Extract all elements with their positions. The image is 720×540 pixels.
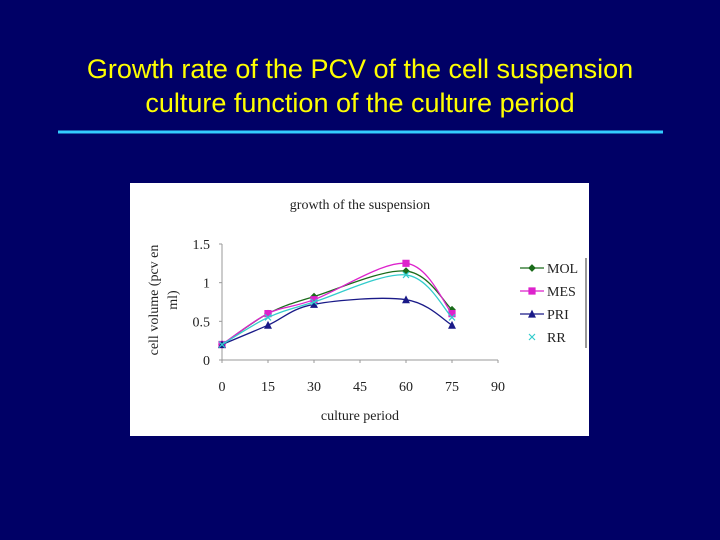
- marker: [264, 314, 272, 321]
- chart-title: growth of the suspension: [290, 198, 430, 213]
- marker: [264, 320, 272, 329]
- marker: [402, 295, 410, 304]
- chart-area: [130, 183, 589, 436]
- marker: [448, 314, 456, 321]
- x-tick-label: 75: [445, 380, 459, 395]
- marker: [402, 259, 410, 267]
- series-line: [221, 274, 453, 346]
- marker: [448, 320, 456, 329]
- marker: [218, 341, 226, 348]
- y-axis-label: ml): [166, 290, 181, 310]
- y-tick-label: 1.5: [193, 238, 211, 253]
- slide-title: Growth rate of the PCV of the cell suspe…: [87, 54, 633, 84]
- x-tick-label: 0: [219, 380, 226, 395]
- legend-label: MOL: [547, 262, 578, 277]
- series-line: [221, 262, 453, 346]
- legend-label: MES: [547, 285, 576, 300]
- marker: [310, 298, 318, 306]
- x-tick-label: 30: [307, 380, 321, 395]
- legend-label: RR: [547, 331, 566, 346]
- legend-marker: [528, 264, 536, 272]
- y-tick-label: 0.5: [193, 315, 211, 330]
- y-axis-label: cell volume (pcv en: [147, 245, 162, 356]
- legend-label: PRI: [547, 308, 569, 323]
- x-tick-label: 90: [491, 380, 505, 395]
- slide-title: culture function of the culture period: [145, 88, 574, 118]
- legend-marker: [528, 309, 536, 318]
- marker: [402, 267, 410, 275]
- x-axis-label: culture period: [321, 409, 399, 424]
- x-tick-label: 15: [261, 380, 275, 395]
- legend-marker: [528, 287, 536, 295]
- marker: [402, 271, 410, 279]
- y-tick-label: 0: [203, 354, 210, 369]
- y-tick-label: 1: [203, 277, 210, 292]
- x-tick-label: 60: [399, 380, 413, 395]
- legend-marker: [528, 333, 536, 341]
- x-tick-label: 45: [353, 380, 367, 395]
